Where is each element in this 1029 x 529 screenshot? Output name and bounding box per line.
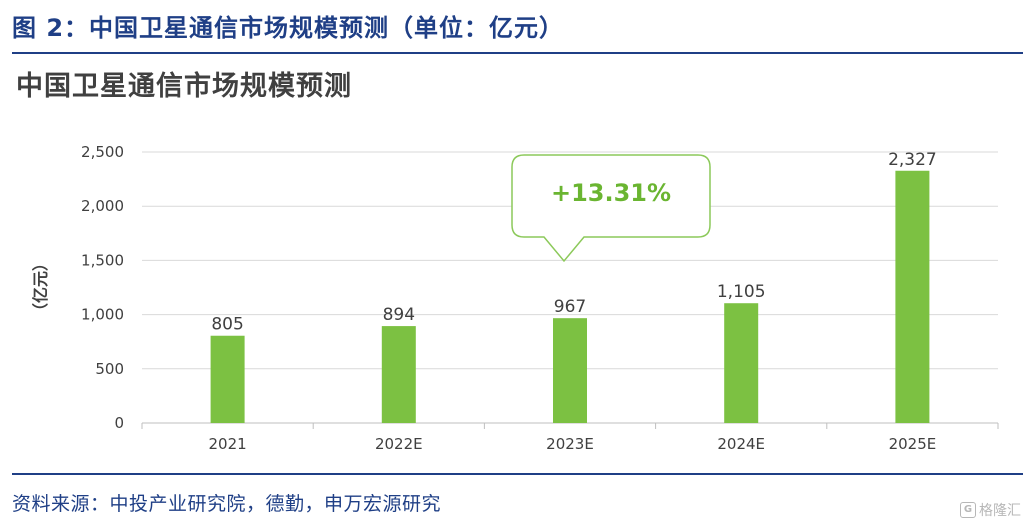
- bar: [210, 335, 245, 423]
- data-label: 805: [211, 315, 243, 335]
- bar: [895, 170, 930, 423]
- data-label: 1,105: [717, 282, 766, 302]
- x-axis: 2021 2022E 2023E 2024E 2025E: [141, 423, 999, 453]
- x-tick-label: 2021: [209, 435, 247, 453]
- y-tick-label: 0: [114, 414, 124, 432]
- y-tick-label: 2,500: [81, 143, 124, 161]
- y-tick-label: 2,000: [81, 197, 124, 215]
- watermark: G 格隆汇: [960, 500, 1021, 520]
- y-tick-label: 1,000: [81, 306, 124, 324]
- callout-text: +13.31%: [551, 179, 671, 207]
- x-tick-label: 2022E: [375, 435, 423, 453]
- y-axis: 0 500 1,000 1,500 2,000 2,500: [81, 143, 124, 432]
- watermark-logo-icon: G: [960, 502, 976, 518]
- y-axis-label: （亿元）: [31, 255, 50, 319]
- data-label: 967: [554, 297, 586, 317]
- bottom-divider: [12, 473, 1023, 475]
- gridlines: [142, 151, 998, 424]
- callout-bubble: [511, 154, 711, 263]
- chart-title: 中国卫星通信市场规模预测: [16, 71, 352, 102]
- x-tick-label: 2023E: [546, 435, 594, 453]
- growth-callout: +13.31%: [511, 154, 711, 263]
- source-note: 资料来源：中投产业研究院，德勤，申万宏源研究: [12, 493, 442, 515]
- figure-title: 图 2：中国卫星通信市场规模预测（单位：亿元）: [12, 14, 565, 42]
- bars: [210, 170, 930, 423]
- y-tick-label: 1,500: [81, 251, 124, 269]
- bar: [553, 318, 587, 423]
- x-tick-label: 2025E: [889, 435, 937, 453]
- top-divider: [12, 52, 1023, 54]
- y-tick-label: 500: [95, 360, 124, 378]
- data-labels: 805 894 967 1,105 2,327: [211, 150, 936, 335]
- watermark-text: 格隆汇: [979, 503, 1021, 519]
- bar: [381, 326, 416, 423]
- x-tick-label: 2024E: [717, 435, 765, 453]
- data-label: 2,327: [888, 150, 937, 170]
- data-label: 894: [383, 305, 415, 325]
- bar: [724, 303, 759, 423]
